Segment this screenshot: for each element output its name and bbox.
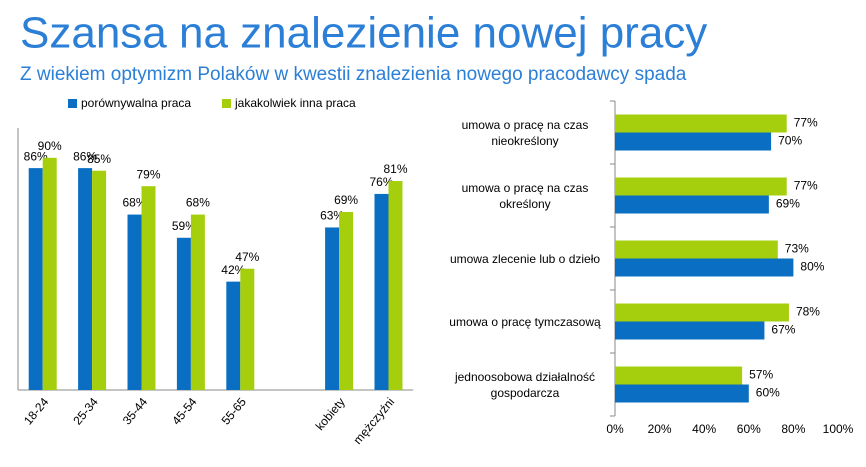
value-label: 80% — [800, 260, 824, 274]
title: Szansa na znalezienie nowej pracy — [20, 9, 707, 58]
category-label: jednoosobowa działalność gospodarcza — [454, 369, 596, 400]
bar — [615, 240, 778, 259]
bar — [28, 168, 43, 390]
bar — [615, 258, 794, 277]
x-tick-label: 40% — [692, 422, 716, 436]
value-label: 73% — [785, 242, 809, 256]
bar — [325, 227, 340, 390]
bar — [615, 384, 749, 403]
category-label: umowa o pracę na czas określony — [461, 180, 589, 211]
bar — [615, 195, 769, 214]
bar — [615, 132, 772, 151]
subtitle: Z wiekiem optymizm Polaków w kwestii zna… — [20, 64, 687, 85]
x-tick-label: kobiety — [313, 395, 348, 433]
value-label: 42% — [221, 263, 245, 277]
bar — [127, 214, 142, 390]
x-tick-label: 45-54 — [169, 395, 200, 428]
value-label: 69% — [334, 193, 358, 207]
value-label: 78% — [796, 305, 820, 319]
bar — [388, 181, 403, 390]
value-label: 68% — [186, 196, 210, 210]
x-tick-label: 35-44 — [120, 395, 151, 428]
x-tick-label: mężczyźni — [350, 395, 397, 447]
category-label: umowa o pracę na czas nieokreślony — [461, 117, 589, 148]
value-label: 81% — [383, 162, 407, 176]
value-label: 68% — [122, 196, 146, 210]
value-label: 86% — [73, 149, 97, 163]
value-label: 67% — [771, 323, 795, 337]
x-tick-label: 25-34 — [70, 395, 101, 428]
x-tick-label: 60% — [737, 422, 761, 436]
bar — [615, 177, 787, 196]
bar — [92, 170, 107, 390]
bar — [615, 366, 743, 385]
value-label: 86% — [24, 149, 48, 163]
legend-swatch — [222, 99, 231, 108]
legend-label: jakakolwiek inna praca — [234, 96, 356, 110]
value-label: 63% — [320, 209, 344, 223]
bar — [141, 186, 156, 390]
value-label: 90% — [38, 139, 62, 153]
bar — [240, 268, 255, 390]
bar — [615, 321, 765, 340]
bar — [176, 237, 191, 390]
value-label: 79% — [136, 167, 160, 181]
bar — [190, 214, 205, 390]
x-tick-label: 100% — [823, 422, 854, 436]
bar — [78, 168, 93, 390]
x-tick-label: 18-24 — [21, 395, 52, 428]
bar — [339, 211, 354, 390]
value-label: 76% — [369, 175, 393, 189]
category-label: umowa zlecenie lub o dzieło — [449, 251, 601, 266]
value-label: 60% — [756, 386, 780, 400]
value-label: 57% — [749, 368, 773, 382]
bar — [42, 157, 57, 390]
value-label: 47% — [235, 250, 259, 264]
bar — [615, 114, 787, 133]
bar — [226, 281, 241, 390]
bar — [615, 303, 789, 322]
value-label: 69% — [776, 197, 800, 211]
value-label: 77% — [794, 116, 818, 130]
legend-label: porównywalna praca — [81, 96, 191, 110]
legend-swatch — [68, 99, 77, 108]
value-label: 59% — [172, 219, 196, 233]
value-label: 77% — [794, 179, 818, 193]
x-tick-label: 0% — [606, 422, 624, 436]
bar — [374, 193, 389, 390]
x-tick-label: 55-65 — [219, 395, 250, 428]
category-label: umowa o pracę tymczasową — [449, 314, 601, 329]
value-label: 85% — [87, 152, 111, 166]
value-label: 70% — [778, 134, 802, 148]
x-tick-label: 80% — [781, 422, 805, 436]
x-tick-label: 20% — [648, 422, 672, 436]
